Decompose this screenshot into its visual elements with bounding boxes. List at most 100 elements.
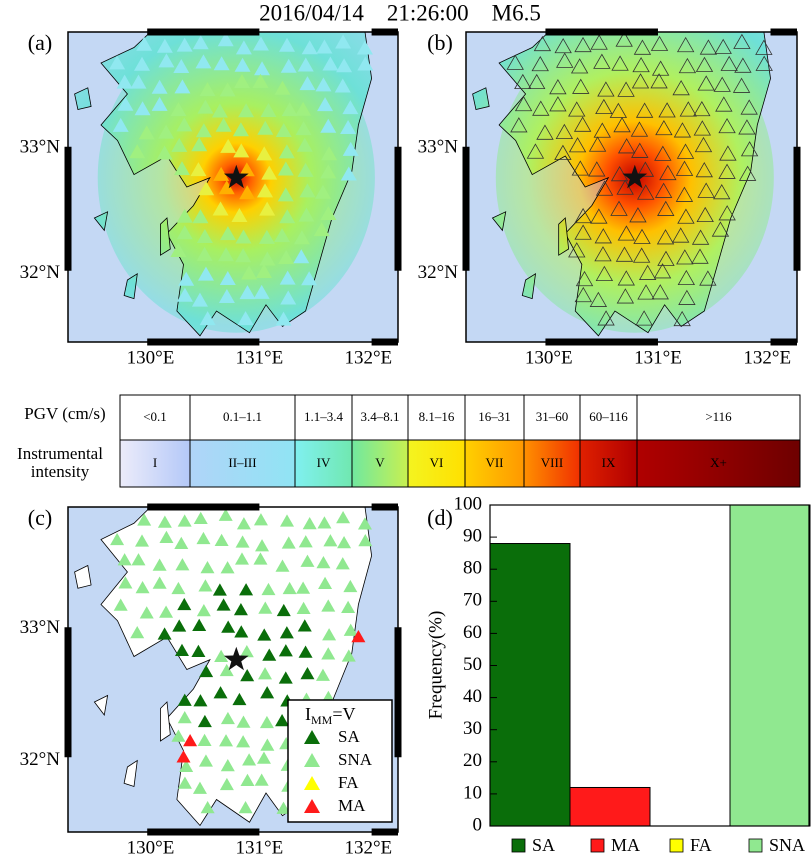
station bbox=[568, 137, 587, 153]
station bbox=[238, 103, 255, 118]
station bbox=[302, 516, 317, 530]
legend-label: MA bbox=[338, 796, 366, 815]
station bbox=[198, 579, 213, 592]
station bbox=[336, 511, 351, 524]
station bbox=[275, 559, 290, 572]
station bbox=[253, 513, 268, 526]
station bbox=[337, 535, 352, 549]
island bbox=[521, 273, 537, 300]
station bbox=[170, 102, 187, 117]
station bbox=[173, 59, 190, 74]
station bbox=[295, 101, 312, 116]
pgv-range: 3.4–8.1 bbox=[361, 409, 400, 424]
station bbox=[297, 57, 314, 72]
station bbox=[341, 649, 356, 662]
station bbox=[254, 773, 269, 786]
station bbox=[617, 138, 636, 154]
pgv-cell bbox=[464, 394, 525, 441]
station bbox=[255, 539, 270, 552]
pgv-cell bbox=[189, 394, 296, 441]
station bbox=[278, 671, 293, 684]
station bbox=[239, 185, 256, 200]
station bbox=[298, 535, 313, 548]
island bbox=[491, 211, 507, 232]
station bbox=[631, 142, 649, 158]
station bbox=[175, 558, 190, 571]
station bbox=[740, 141, 759, 157]
station bbox=[234, 57, 251, 72]
station bbox=[239, 285, 256, 300]
station bbox=[219, 226, 236, 241]
panel-label: (a) bbox=[28, 30, 52, 55]
station bbox=[635, 102, 654, 118]
station bbox=[341, 600, 356, 613]
station bbox=[192, 618, 207, 631]
station bbox=[298, 645, 313, 658]
station bbox=[568, 242, 586, 258]
station bbox=[321, 146, 338, 161]
station bbox=[317, 97, 334, 112]
station bbox=[715, 96, 733, 112]
station bbox=[235, 229, 252, 244]
station bbox=[296, 581, 311, 594]
y-tick-label: 80 bbox=[463, 558, 482, 579]
station bbox=[597, 310, 615, 326]
station bbox=[335, 557, 350, 570]
station bbox=[217, 32, 234, 47]
station bbox=[176, 750, 191, 763]
intensity-class: IV bbox=[317, 455, 331, 470]
intensity-cell bbox=[294, 439, 353, 488]
station bbox=[594, 228, 612, 244]
station bbox=[282, 581, 297, 595]
station bbox=[278, 644, 293, 657]
station bbox=[280, 514, 295, 527]
land bbox=[498, 32, 771, 337]
island bbox=[93, 694, 109, 716]
station bbox=[615, 32, 633, 47]
station bbox=[191, 644, 206, 658]
station bbox=[191, 292, 208, 307]
island bbox=[160, 701, 171, 742]
station bbox=[616, 179, 634, 195]
y-tick-label: 30 bbox=[463, 718, 482, 739]
station bbox=[241, 265, 258, 280]
lat-label: 32°N bbox=[20, 262, 61, 283]
station bbox=[275, 123, 292, 138]
station bbox=[216, 598, 231, 611]
island bbox=[558, 217, 570, 256]
station bbox=[554, 144, 572, 160]
y-tick-label: 100 bbox=[454, 493, 483, 514]
y-tick-label: 40 bbox=[463, 686, 482, 707]
station bbox=[321, 599, 336, 612]
station bbox=[239, 583, 254, 596]
station bbox=[258, 667, 273, 680]
station bbox=[676, 143, 695, 159]
station bbox=[219, 777, 234, 791]
station bbox=[236, 715, 251, 728]
station bbox=[356, 40, 373, 55]
station bbox=[220, 758, 235, 772]
station bbox=[679, 101, 697, 117]
station bbox=[340, 166, 357, 181]
station bbox=[137, 513, 152, 526]
station bbox=[277, 161, 294, 176]
station bbox=[200, 800, 215, 814]
intensity-label: intensity bbox=[31, 462, 90, 481]
station bbox=[233, 74, 250, 89]
station bbox=[755, 55, 773, 71]
station bbox=[650, 35, 669, 51]
station bbox=[320, 118, 337, 133]
station bbox=[675, 186, 694, 202]
station bbox=[159, 530, 174, 544]
station bbox=[531, 55, 549, 72]
bar bbox=[489, 543, 571, 827]
station bbox=[240, 669, 255, 682]
station bbox=[300, 667, 315, 680]
station bbox=[631, 73, 650, 89]
station bbox=[281, 102, 298, 117]
station bbox=[720, 55, 738, 71]
station bbox=[275, 714, 290, 727]
station bbox=[218, 508, 233, 521]
station bbox=[714, 38, 732, 54]
station bbox=[213, 686, 228, 699]
